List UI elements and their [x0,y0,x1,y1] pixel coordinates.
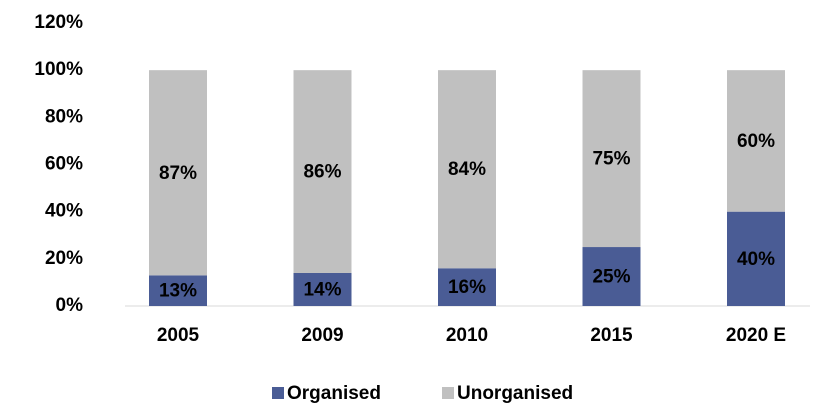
data-label: 87% [159,163,197,184]
y-tick-label: 100% [34,59,83,80]
y-tick-label: 60% [45,154,83,175]
data-label: 75% [592,149,630,170]
y-tick-label: 120% [34,12,83,33]
y-tick-label: 20% [45,248,83,269]
x-tick-label: 2015 [590,325,633,346]
legend-label: Unorganised [457,383,573,404]
bar-segment [582,70,641,248]
x-tick-label: 2020 E [726,325,786,346]
y-tick-label: 40% [45,201,83,222]
bar-segment [727,211,785,306]
bar-segment [293,70,352,273]
bar-segment [582,247,641,306]
legend-swatch [442,387,454,399]
data-label: 86% [303,162,341,183]
bar-segment [438,268,496,306]
legend-swatch [272,387,284,399]
data-label: 84% [448,159,486,180]
bar-segment [293,272,352,306]
bar-segment [149,70,207,276]
data-label: 60% [737,131,775,152]
y-tick-label: 80% [45,106,83,127]
data-label: 25% [592,267,630,288]
bar-segment [438,70,496,269]
legend-label: Organised [287,383,381,404]
bar-segment [149,275,207,306]
data-label: 40% [737,249,775,270]
bar-segment [727,70,785,212]
data-label: 13% [159,281,197,302]
x-tick-label: 2010 [446,325,488,346]
x-tick-label: 2005 [157,325,200,346]
data-label: 16% [448,277,486,298]
data-label: 14% [303,280,341,301]
x-tick-label: 2009 [301,325,343,346]
y-tick-label: 0% [56,295,84,316]
